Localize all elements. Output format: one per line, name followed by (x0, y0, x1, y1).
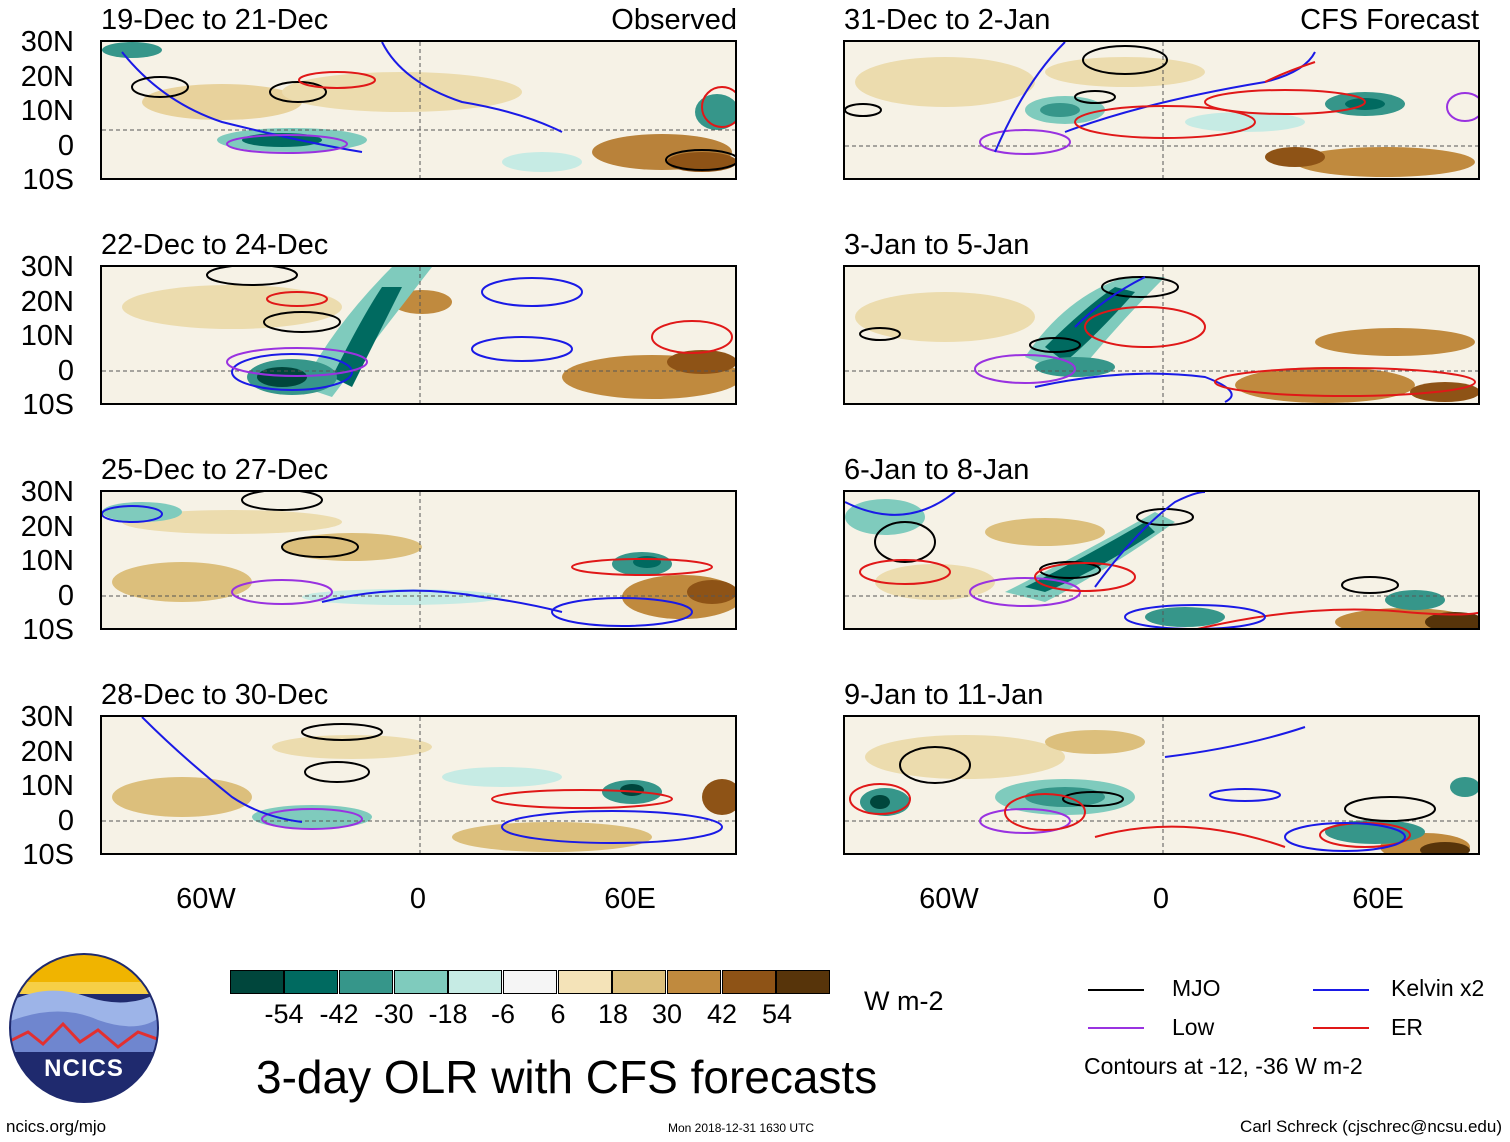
olr-map (843, 40, 1480, 180)
panel-title: 22-Dec to 24-Dec (101, 229, 329, 261)
colorbar-swatch (776, 970, 830, 994)
lat-label: 30N (20, 701, 74, 733)
colorbar-swatch (284, 970, 338, 994)
colorbar-swatch (230, 970, 284, 994)
legend-label: ER (1391, 1014, 1423, 1040)
olr-map (100, 490, 737, 630)
lon-label: 0 (409, 883, 427, 915)
colorbar-label: 54 (761, 999, 793, 1029)
footer-author: Carl Schreck (cjschrec@ncsu.edu) (1240, 1117, 1502, 1136)
colorbar-label: 6 (550, 999, 566, 1029)
lat-label: 10S (22, 614, 74, 646)
colorbar-swatch (339, 970, 393, 994)
lon-label: 60W (176, 883, 236, 915)
olr-map (100, 265, 737, 405)
colorbar-label: -6 (490, 999, 515, 1029)
lat-label: 0 (57, 580, 74, 612)
main-title: 3-day OLR with CFS forecasts (256, 1051, 878, 1103)
olr-map (843, 490, 1480, 630)
panel-tag: Observed (611, 4, 737, 36)
lat-label: 30N (20, 476, 74, 508)
lon-label: 60W (919, 883, 979, 915)
colorbar-label: 42 (706, 999, 738, 1029)
lon-label: 60E (604, 883, 656, 915)
panel-title: 6-Jan to 8-Jan (844, 454, 1030, 486)
legend-label: MJO (1172, 975, 1221, 1001)
colorbar-swatch (722, 970, 776, 994)
olr-map (843, 715, 1480, 855)
lat-label: 10N (20, 320, 74, 352)
lon-label: 0 (1152, 883, 1170, 915)
panel-title: 31-Dec to 2-Jan (844, 4, 1051, 36)
lat-label: 10S (22, 839, 74, 871)
legend-label: Low (1172, 1014, 1215, 1040)
colorbar-label: 18 (597, 999, 629, 1029)
lat-label: 20N (20, 736, 74, 768)
colorbar-label: -30 (374, 999, 414, 1029)
colorbar-swatch (612, 970, 666, 994)
colorbar-label: -18 (428, 999, 468, 1029)
legend-note: Contours at -12, -36 W m-2 (1084, 1053, 1363, 1079)
legend-label: Kelvin x2 (1391, 975, 1485, 1001)
lat-label: 10S (22, 389, 74, 421)
olr-map (100, 715, 737, 855)
colorbar-swatch (503, 970, 557, 994)
colorbar-units: W m-2 (864, 986, 944, 1016)
footer-url: ncics.org/mjo (6, 1117, 107, 1136)
lat-label: 10N (20, 770, 74, 802)
lat-label: 10N (20, 545, 74, 577)
colorbar-swatch (448, 970, 502, 994)
legend-line-low (1088, 1027, 1144, 1029)
panel-title: 25-Dec to 27-Dec (101, 454, 329, 486)
legend-line-mjo (1088, 989, 1144, 991)
lat-label: 10N (20, 95, 74, 127)
panel-title: 3-Jan to 5-Jan (844, 229, 1030, 261)
olr-map (843, 265, 1480, 405)
panel-title: 9-Jan to 11-Jan (844, 679, 1044, 711)
lat-label: 0 (57, 355, 74, 387)
lon-label: 60E (1352, 883, 1404, 915)
colorbar-swatch (394, 970, 448, 994)
panel-tag: CFS Forecast (1300, 4, 1479, 36)
logo-text: NCICS (44, 1055, 124, 1082)
legend-line-er (1313, 1027, 1369, 1029)
lat-label: 10S (22, 164, 74, 196)
colorbar-swatch (558, 970, 612, 994)
logo-graphic (9, 953, 159, 1103)
lat-label: 20N (20, 286, 74, 318)
colorbar-label: 30 (651, 999, 683, 1029)
colorbar-label: -54 (264, 999, 304, 1029)
colorbar-label: -42 (319, 999, 359, 1029)
ncics-logo: NCICS (8, 952, 160, 1104)
lat-label: 30N (20, 26, 74, 58)
panel-title: 28-Dec to 30-Dec (101, 679, 329, 711)
lat-label: 30N (20, 251, 74, 283)
olr-map (100, 40, 737, 180)
colorbar-swatch (667, 970, 721, 994)
lat-label: 20N (20, 61, 74, 93)
lat-label: 0 (57, 130, 74, 162)
lat-label: 0 (57, 805, 74, 837)
legend-line-kelvin (1313, 989, 1369, 991)
panel-title: 19-Dec to 21-Dec (101, 4, 329, 36)
lat-label: 20N (20, 511, 74, 543)
footer-timestamp: Mon 2018-12-31 1630 UTC (668, 1121, 815, 1135)
